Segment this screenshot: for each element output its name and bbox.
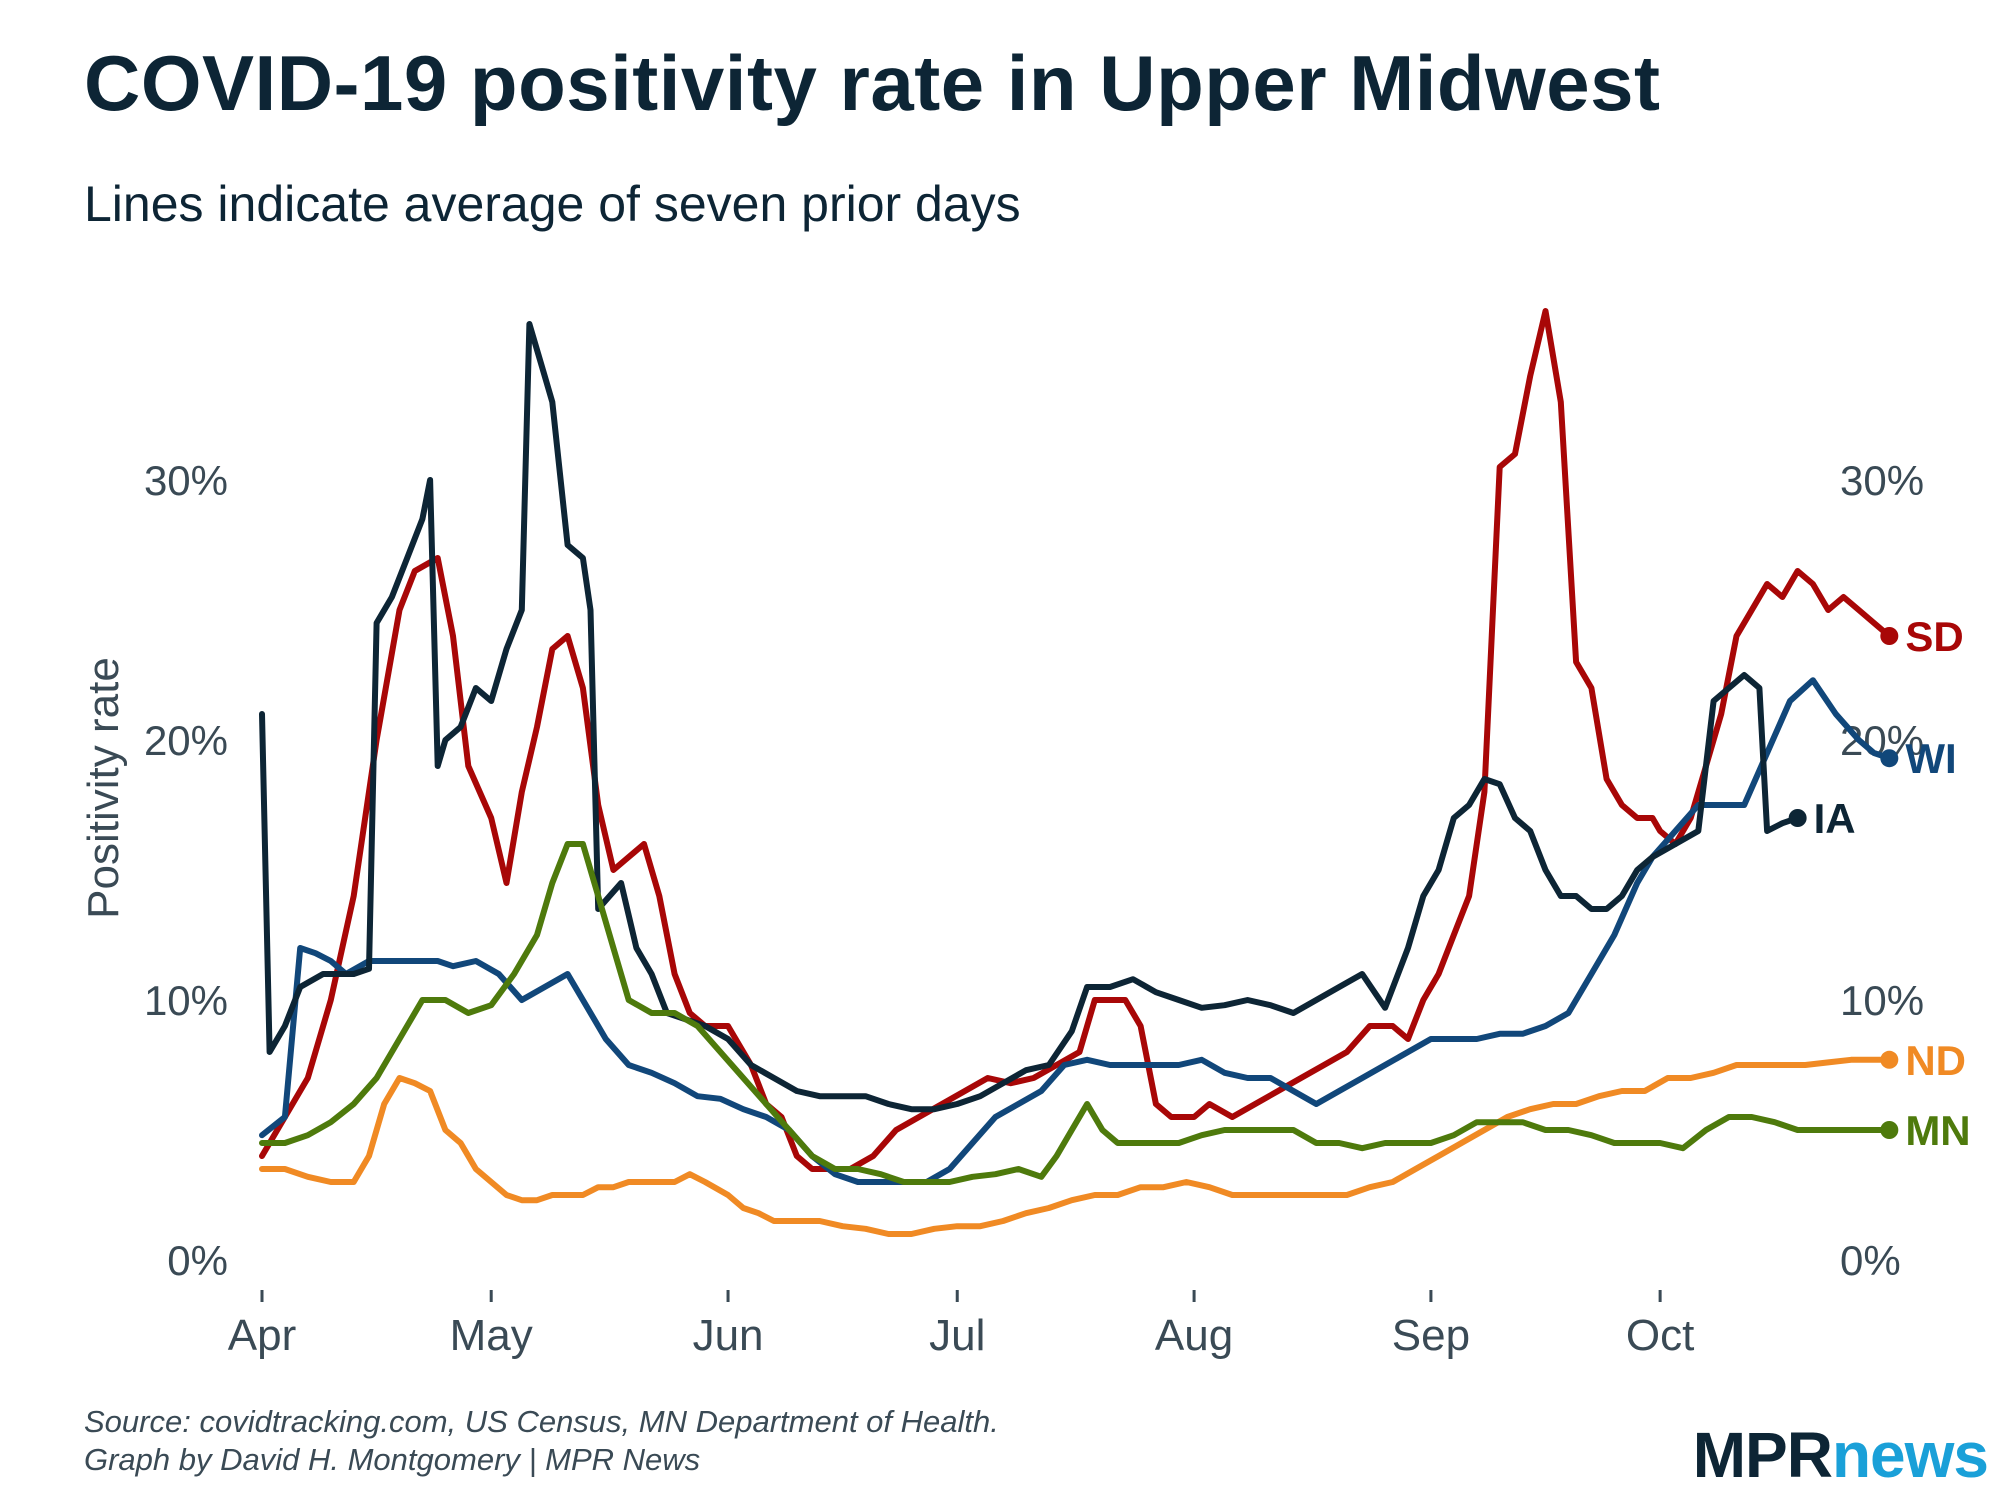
end-dot-ia	[1788, 809, 1807, 827]
y-tick-label-right: 10%	[1840, 977, 1924, 1024]
y-tick-label-left: 10%	[144, 977, 228, 1024]
x-tick-label: Apr	[228, 1311, 296, 1360]
series-line-ia	[259, 321, 1801, 1113]
series-line-mn	[259, 841, 1893, 1185]
end-dot-sd	[1880, 627, 1899, 645]
x-tick-label: Jul	[929, 1311, 985, 1360]
y-tick-label-right: 0%	[1840, 1237, 1901, 1284]
end-dot-nd	[1880, 1050, 1899, 1069]
x-tick-label: May	[450, 1311, 533, 1360]
chart-title: COVID-19 positivity rate in Upper Midwes…	[84, 39, 1661, 127]
y-tick-label-left: 30%	[144, 457, 228, 504]
x-tick-label: Jun	[693, 1311, 764, 1360]
chart-subtitle: Lines indicate average of seven prior da…	[84, 176, 1021, 232]
series-line-wi	[259, 677, 1893, 1185]
y-tick-label-left: 20%	[144, 717, 228, 764]
x-tick-label: Oct	[1626, 1311, 1694, 1360]
source-line-1: Source: covidtracking.com, US Census, MN…	[84, 1404, 999, 1439]
axes: 0% 0%10% 10%20% 20%30% 30%Apr May Jun Jul Aug Sep…	[144, 457, 1924, 1360]
end-label-ia: IA	[1814, 795, 1856, 842]
series-line-nd	[259, 1056, 1893, 1237]
mpr-news-logo: MPRnews	[1692, 1418, 1989, 1492]
logo-news: news	[1831, 1419, 1989, 1491]
end-label-mn: MN	[1905, 1107, 1970, 1154]
y-axis-title: Positivity rate	[79, 657, 128, 919]
logo-mpr: MPR	[1692, 1419, 1833, 1491]
end-label-nd: ND	[1905, 1037, 1966, 1084]
end-label-wi: WI	[1905, 735, 1956, 782]
x-tick-label: Aug	[1155, 1311, 1233, 1360]
source-note: Source: covidtracking.com, US Census, MN…	[84, 1403, 999, 1479]
end-labels: SD WI IA ND MN	[1788, 613, 1971, 1154]
source-line-2: Graph by David H. Montgomery | MPR News	[84, 1442, 701, 1477]
series-line-sd	[259, 308, 1893, 1172]
end-dot-wi	[1880, 749, 1899, 768]
series-group	[259, 308, 1893, 1237]
y-tick-label-right: 30%	[1840, 457, 1924, 504]
y-tick-label-left: 0%	[167, 1237, 228, 1284]
y-axis-title-group: Positivity rate	[79, 657, 128, 919]
x-tick-label: Sep	[1392, 1311, 1470, 1360]
end-dot-mn	[1880, 1121, 1899, 1139]
end-label-sd: SD	[1905, 613, 1963, 660]
